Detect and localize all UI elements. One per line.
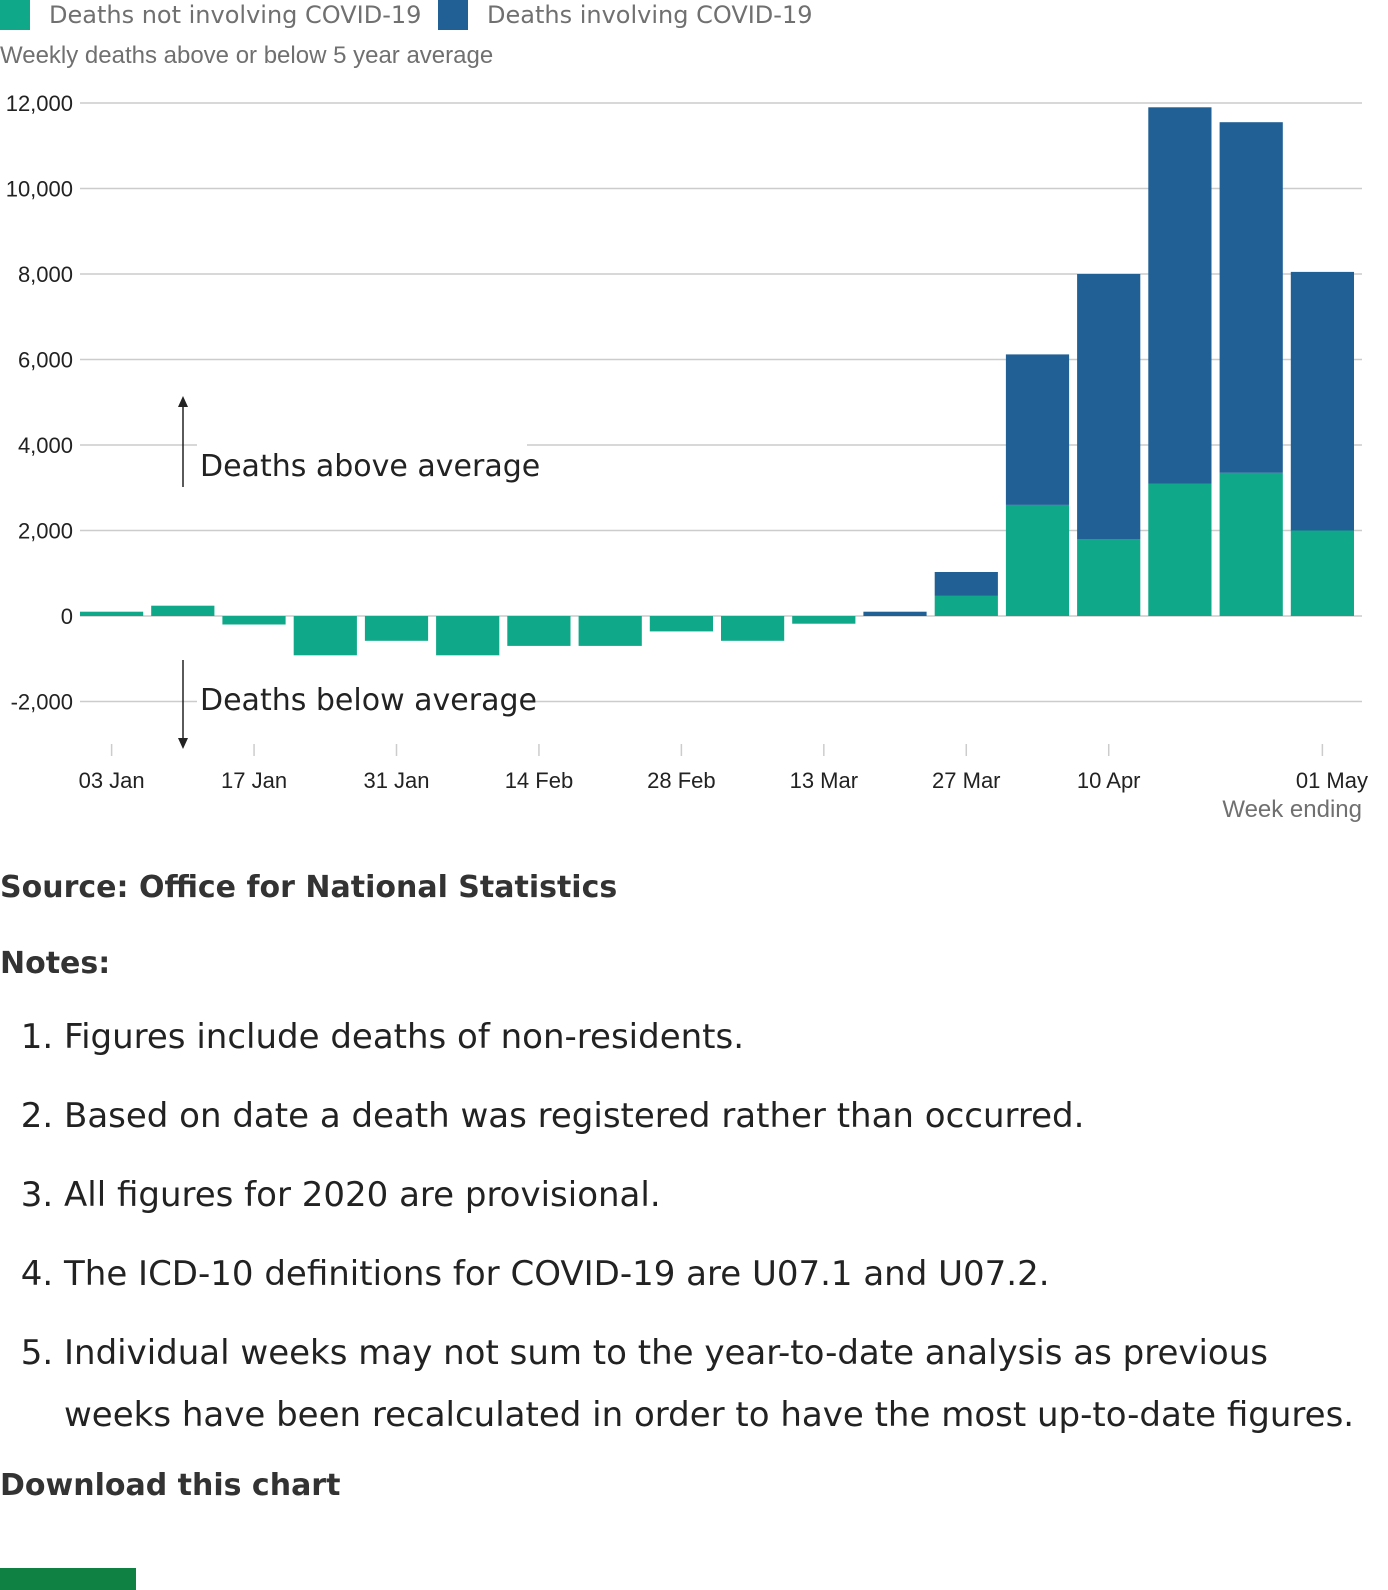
note-item: All figures for 2020 are provisional.	[64, 1164, 1380, 1226]
legend-swatch-non-covid	[0, 0, 30, 30]
bar-non-covid	[507, 616, 571, 646]
y-tick-label: 0	[61, 604, 73, 629]
x-tick-label: 13 Mar	[790, 768, 858, 793]
bar-non-covid	[1005, 504, 1070, 616]
x-tick-label: 31 Jan	[363, 768, 429, 793]
y-tick-label: 4,000	[18, 433, 73, 458]
y-tick-label: 2,000	[18, 519, 73, 544]
source-text: Source: Office for National Statistics	[0, 870, 618, 905]
bar-non-covid	[436, 616, 500, 656]
bar-covid	[1219, 122, 1283, 473]
bar-non-covid	[364, 616, 429, 641]
bar-non-covid	[151, 605, 215, 616]
x-tick-label: 28 Feb	[647, 768, 716, 793]
annotation-above-average: Deaths above average	[200, 449, 540, 484]
bar-covid	[1005, 354, 1070, 505]
bar-non-covid	[721, 616, 785, 641]
download-button[interactable]	[0, 1568, 136, 1590]
bar-non-covid	[792, 616, 856, 624]
bar-covid	[1148, 107, 1212, 484]
y-tick-label: 10,000	[6, 177, 73, 202]
arrow-down-icon	[178, 738, 188, 749]
bar-non-covid	[1148, 483, 1212, 616]
x-tick-label: 01 May	[1296, 768, 1368, 793]
notes-heading: Notes:	[0, 946, 111, 981]
legend-swatch-covid	[438, 0, 468, 30]
y-tick-label: 12,000	[6, 91, 73, 116]
y-tick-label: -2,000	[11, 690, 73, 715]
legend-label-covid: Deaths involving COVID-19	[487, 1, 813, 29]
annotation-background	[197, 679, 527, 721]
x-tick-label: 03 Jan	[79, 768, 145, 793]
chart-footer: Source: Office for National Statistics N…	[0, 866, 1380, 1508]
bar-covid	[934, 572, 998, 596]
bar-covid	[1077, 274, 1141, 539]
bar-covid	[1290, 271, 1354, 531]
bar-non-covid	[1077, 539, 1141, 616]
note-item: The ICD-10 definitions for COVID-19 are …	[64, 1243, 1380, 1305]
bar-non-covid	[222, 616, 286, 625]
note-item: Based on date a death was registered rat…	[64, 1085, 1380, 1147]
x-tick-label: 14 Feb	[505, 768, 574, 793]
x-tick-label: 10 Apr	[1077, 768, 1141, 793]
note-item: Individual weeks may not sum to the year…	[64, 1322, 1380, 1446]
legend-label-non-covid: Deaths not involving COVID-19	[49, 1, 422, 29]
annotation-below-average: Deaths below average	[200, 683, 537, 718]
notes-list: Figures include deaths of non-residents.…	[0, 1006, 1380, 1446]
bar-non-covid	[934, 595, 998, 616]
bar-non-covid	[293, 616, 357, 656]
bar-non-covid	[80, 611, 144, 616]
download-chart-heading: Download this chart	[0, 1468, 341, 1503]
x-tick-label: 17 Jan	[221, 768, 287, 793]
bar-non-covid	[649, 616, 713, 632]
x-axis-title: Week ending	[1222, 796, 1362, 823]
arrow-up-icon	[178, 396, 188, 407]
bar-non-covid	[578, 616, 642, 646]
bar-non-covid	[1219, 472, 1283, 616]
chart-subtitle: Weekly deaths above or below 5 year aver…	[0, 42, 494, 69]
annotation-background	[197, 443, 527, 485]
x-tick-label: 27 Mar	[932, 768, 1000, 793]
bar-covid	[863, 611, 927, 616]
y-tick-label: 6,000	[18, 348, 73, 373]
bar-non-covid	[1290, 530, 1354, 616]
chart-plot: -2,000 0 2,000 4,000 6,000 8,000 10,000 12,000 0…	[6, 91, 1368, 793]
y-tick-label: 8,000	[18, 262, 73, 287]
note-item: Figures include deaths of non-residents.	[64, 1006, 1380, 1068]
